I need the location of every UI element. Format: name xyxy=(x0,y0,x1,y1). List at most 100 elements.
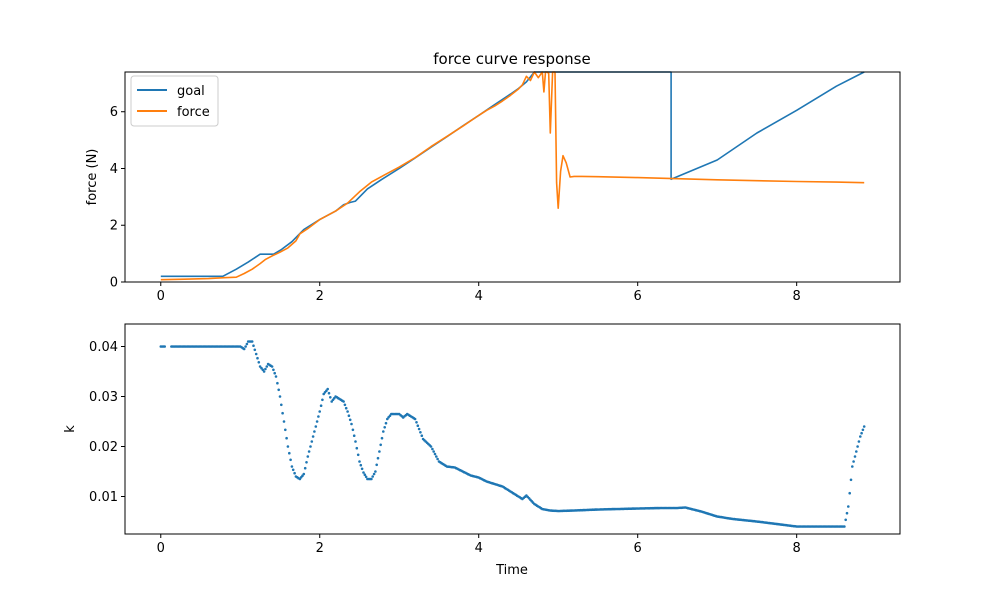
data-point xyxy=(378,450,381,453)
data-point xyxy=(856,445,859,448)
data-point xyxy=(317,415,320,418)
data-point xyxy=(415,421,418,424)
axes-frame xyxy=(124,71,901,283)
x-tick-label: 2 xyxy=(316,289,324,304)
data-point xyxy=(289,458,292,462)
y-tick-label: 6 xyxy=(110,105,118,120)
data-point xyxy=(420,434,424,438)
data-point xyxy=(309,445,312,448)
data-point xyxy=(305,461,308,464)
x-tick-label: 0 xyxy=(157,289,165,304)
data-point xyxy=(844,518,847,522)
y-tick-label: 0.01 xyxy=(89,490,118,505)
data-point xyxy=(314,425,318,428)
data-point xyxy=(413,417,417,421)
data-point xyxy=(350,422,353,426)
data-point xyxy=(376,456,380,460)
x-tick-label: 0 xyxy=(157,541,165,556)
data-point xyxy=(380,436,384,440)
data-point xyxy=(254,352,258,356)
legend-box xyxy=(130,75,219,127)
data-point xyxy=(862,425,866,428)
force-plot: force curve response force (N) 0 2 4 6 8 0 2 4 6… xyxy=(85,50,901,304)
data-point xyxy=(256,356,259,360)
data-point xyxy=(384,421,388,425)
data-point xyxy=(303,466,307,470)
data-point xyxy=(276,381,279,385)
data-point xyxy=(280,403,283,407)
data-point xyxy=(857,440,861,443)
data-point xyxy=(264,367,267,371)
data-point xyxy=(355,446,359,450)
data-point xyxy=(344,406,348,410)
plot-area-k: 0 2 4 6 8 0.01 0.02 0.03 0.04 xyxy=(89,323,901,556)
data-point xyxy=(429,445,433,448)
data-point xyxy=(359,463,363,467)
data-point xyxy=(436,457,439,461)
data-point xyxy=(318,410,322,413)
x-tick-label: 2 xyxy=(316,541,324,556)
data-point xyxy=(358,460,361,463)
data-point xyxy=(433,452,437,456)
data-point xyxy=(288,451,291,455)
data-point xyxy=(416,424,420,428)
data-point xyxy=(853,455,857,458)
data-point xyxy=(313,430,316,433)
data-point xyxy=(311,435,315,438)
data-point xyxy=(375,463,379,467)
data-point xyxy=(244,345,247,348)
data-point xyxy=(356,453,360,457)
x-tick-label: 8 xyxy=(793,541,801,556)
data-point xyxy=(291,468,295,472)
data-point xyxy=(274,375,278,378)
data-layer xyxy=(160,71,865,281)
data-point xyxy=(351,428,355,432)
data-point xyxy=(382,430,385,433)
x-tick-label: 6 xyxy=(634,541,642,556)
axes-frame xyxy=(124,323,901,535)
data-point xyxy=(319,404,323,408)
data-point xyxy=(250,340,254,343)
data-point xyxy=(302,472,306,476)
data-point xyxy=(315,420,319,423)
data-point xyxy=(329,396,332,399)
data-point xyxy=(262,370,266,373)
data-point xyxy=(855,450,858,453)
data-point xyxy=(432,450,436,453)
legend-force-label: force xyxy=(177,105,210,120)
x-tick-label: 6 xyxy=(634,289,642,304)
data-point xyxy=(163,345,166,348)
data-point xyxy=(282,420,286,423)
data-point xyxy=(362,471,365,474)
data-point xyxy=(257,361,261,364)
data-point xyxy=(265,365,269,368)
data-point xyxy=(845,511,849,515)
line-force xyxy=(160,71,865,281)
data-point xyxy=(253,348,257,352)
data-point xyxy=(364,475,368,479)
data-point xyxy=(278,395,282,398)
data-layer xyxy=(159,340,866,528)
data-point xyxy=(286,445,290,448)
data-point xyxy=(379,443,383,447)
chart-title: force curve response xyxy=(433,50,590,68)
data-point xyxy=(346,410,349,413)
data-point xyxy=(371,475,375,478)
data-point xyxy=(347,414,351,418)
data-point xyxy=(281,411,284,415)
data-point xyxy=(348,418,352,422)
data-point xyxy=(270,365,274,368)
data-point xyxy=(326,387,330,391)
data-point xyxy=(245,342,249,346)
data-point xyxy=(419,431,422,434)
data-point xyxy=(321,398,324,402)
y-axis-label-k: k xyxy=(63,425,78,433)
data-point xyxy=(354,440,357,443)
y-tick-label: 2 xyxy=(110,219,118,234)
data-point xyxy=(383,426,387,429)
data-point xyxy=(372,472,376,476)
y-tick-label: 4 xyxy=(110,162,118,177)
data-point xyxy=(851,465,854,468)
data-point xyxy=(327,391,331,395)
